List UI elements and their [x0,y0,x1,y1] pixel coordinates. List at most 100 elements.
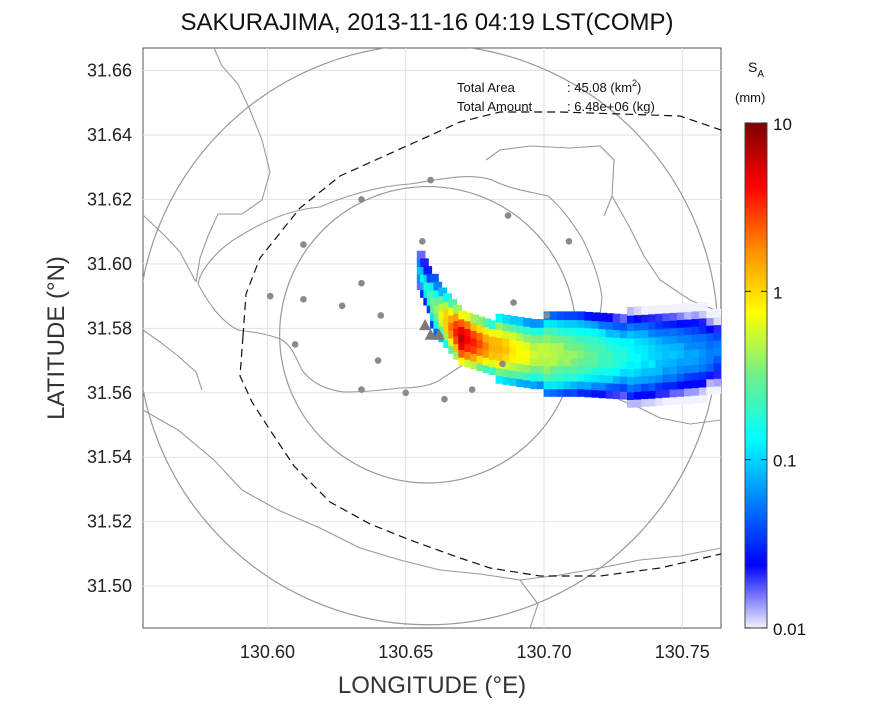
y-tick-label: 31.52 [87,512,132,532]
plume-cell [713,370,721,379]
plume-cell [470,345,480,354]
plume-cell [577,380,586,390]
plume-cell [634,352,643,362]
total-area-value: : 45.08 (km2) [567,78,641,95]
plume-cell [550,380,559,390]
plume-cell [458,349,467,358]
plume-cell [470,337,480,347]
plume-cell [605,390,615,399]
chart-title: SAKURAJIMA, 2013-11-16 04:19 LST(COMP) [180,9,673,36]
plume-cell [543,326,553,336]
plume-cell [641,344,650,354]
plume-cell [641,382,650,392]
plume-cell [713,331,721,341]
plume-cell [577,342,586,351]
plume-cell [655,389,665,399]
station-marker [419,238,426,245]
plume-cell [691,364,701,373]
plume-cell [627,391,636,400]
plume-cell [516,347,525,357]
plume-cell [641,306,650,315]
total-amount-label: Total Amount [457,99,533,114]
plume-cell [476,331,486,341]
colorbar-title-subscript: A [757,69,764,80]
plume-cell [641,359,650,369]
colorbar-tick-label: 1 [773,283,782,302]
plume-cell [438,325,448,335]
plume-cell [523,341,532,350]
plume-cell [543,357,553,367]
station-marker [402,389,410,397]
colorbar-tick-label: 0.01 [773,620,806,639]
plume-cell [453,327,462,337]
plume-cell [662,320,672,329]
plume-cell [612,375,622,384]
plume-cell [676,365,686,374]
plume-cell [627,376,636,385]
plume-cell [563,357,573,367]
plume-cell [591,381,601,391]
plume-cell [543,380,553,390]
plume-cell [509,361,519,371]
plume-cell [684,341,693,351]
plume-cell [648,343,657,353]
plume-cell [438,302,448,312]
y-ticks: 31.50 31.52 31.54 31.56 31.58 31.60 31.62 31.64… [87,61,132,597]
plume-cell [482,333,492,343]
plume-cell [448,322,457,331]
plume-cell [713,362,721,372]
y-tick-label: 31.64 [87,125,132,145]
plume-cell [676,357,686,367]
plume-cell [584,365,593,375]
plume-cell [438,287,448,297]
plume-cell [430,273,439,283]
colorbar-scale [744,122,768,629]
station-marker [338,302,346,310]
plume-cell [662,396,672,406]
plume-cell [453,312,462,322]
plume-cell [691,325,701,335]
plume-cell [691,318,701,327]
plume-cell [448,299,457,308]
plume-cell [530,319,539,328]
plume-cell [669,334,679,344]
plume-cell [662,373,672,383]
station-marker [427,176,434,184]
plume-cell [536,380,546,390]
station-marker [358,386,365,393]
plume-cell [488,343,498,352]
plume-cell [612,329,622,338]
plume-cell [577,372,586,382]
plume-cell [706,332,715,341]
vent-marker [432,328,445,340]
plume-cell [698,394,708,403]
plume-cell [433,297,443,306]
plume-cell [669,350,679,359]
plume-cell [495,375,505,384]
vent-marker [419,319,432,331]
plume-cell [619,390,629,400]
plume-cell [648,374,657,384]
station-marker [499,360,506,368]
plume-cell [669,311,679,321]
plume-cell [684,379,693,389]
plume-cell [453,350,462,360]
plume-cell [509,369,519,379]
colorbar-ticks: 10 1 0.1 0.01 [745,115,806,639]
plume-cell [684,333,693,343]
plume-cell [684,372,693,381]
plume-cell [669,380,679,390]
plume-cell [676,388,686,397]
plume-cell [570,349,580,359]
plume-cell [516,363,525,372]
plume-cell [563,319,573,328]
plume-cell [648,397,657,407]
plume-cell [627,383,636,393]
plume-cell [655,366,665,376]
plume-cell [570,326,580,336]
plume-cell [530,372,539,382]
station-marker [565,238,573,245]
vent-markers [419,319,445,340]
plume-cell [627,330,636,339]
plume-cell [655,328,665,337]
